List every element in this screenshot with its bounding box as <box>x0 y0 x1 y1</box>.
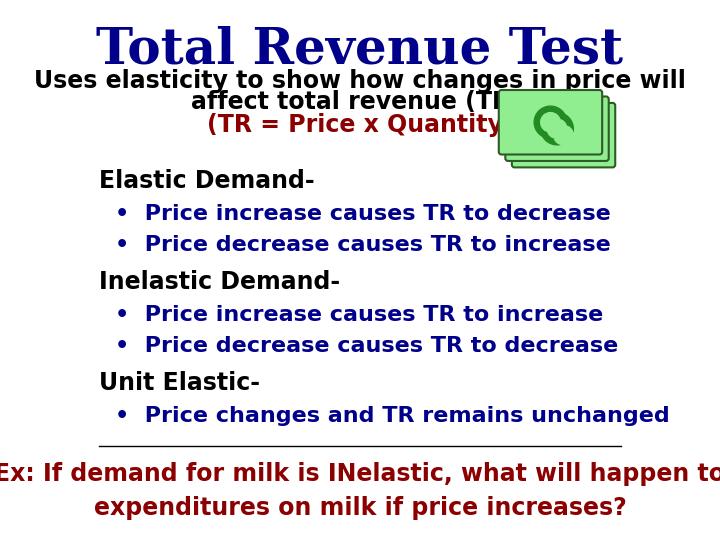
Text: affect total revenue (TR).: affect total revenue (TR). <box>191 90 529 114</box>
Text: Uses elasticity to show how changes in price will: Uses elasticity to show how changes in p… <box>34 69 686 92</box>
FancyBboxPatch shape <box>512 103 616 167</box>
Circle shape <box>534 106 567 138</box>
Text: Unit Elastic-: Unit Elastic- <box>99 371 260 395</box>
Text: expenditures on milk if price increases?: expenditures on milk if price increases? <box>94 496 626 519</box>
Text: Total Revenue Test: Total Revenue Test <box>96 25 624 75</box>
Text: •  Price decrease causes TR to decrease: • Price decrease causes TR to decrease <box>115 336 618 356</box>
FancyBboxPatch shape <box>505 97 608 161</box>
Circle shape <box>547 119 567 138</box>
Circle shape <box>541 113 573 145</box>
FancyBboxPatch shape <box>499 90 602 154</box>
Circle shape <box>554 125 573 145</box>
Circle shape <box>547 119 580 151</box>
Circle shape <box>541 113 560 132</box>
Text: (TR = Price x Quantity): (TR = Price x Quantity) <box>207 113 513 137</box>
Text: Ex: If demand for milk is INelastic, what will happen to: Ex: If demand for milk is INelastic, wha… <box>0 462 720 487</box>
Text: •  Price changes and TR remains unchanged: • Price changes and TR remains unchanged <box>115 406 670 426</box>
Text: •  Price decrease causes TR to increase: • Price decrease causes TR to increase <box>115 235 611 255</box>
Text: Elastic Demand-: Elastic Demand- <box>99 169 315 193</box>
Text: •  Price increase causes TR to decrease: • Price increase causes TR to decrease <box>115 204 611 224</box>
Text: •  Price increase causes TR to increase: • Price increase causes TR to increase <box>115 305 603 325</box>
Text: Inelastic Demand-: Inelastic Demand- <box>99 270 340 294</box>
